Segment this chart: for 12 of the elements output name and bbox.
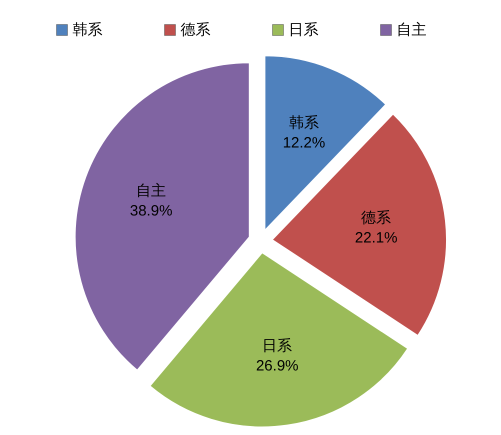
value-label: 12.2%	[282, 134, 326, 152]
value-label: 22.1%	[354, 230, 398, 247]
slice-label: 日系	[262, 338, 292, 355]
value-label: 38.9%	[130, 202, 172, 220]
legend-label: 自主	[396, 22, 426, 38]
slice-label: 德系	[361, 210, 392, 227]
legend-label: 日系	[288, 22, 318, 38]
legend-label: 韩系	[72, 22, 102, 38]
value-label: 26.9%	[256, 358, 299, 375]
slice-label: 自主	[136, 182, 166, 200]
legend-label: 德系	[180, 22, 210, 38]
slice-label: 韩系	[289, 114, 319, 132]
